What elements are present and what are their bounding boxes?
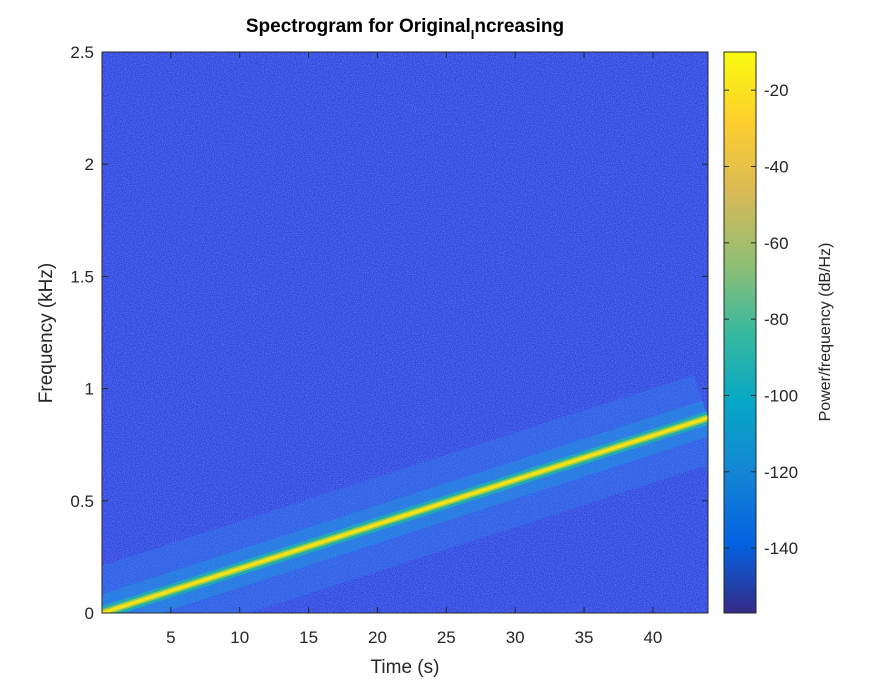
x-tick-label: 35: [575, 628, 594, 647]
colorbar-tick-label: -40: [764, 157, 789, 176]
x-tick-label: 5: [166, 628, 175, 647]
y-tick-label: 1: [85, 380, 94, 399]
x-tick-label: 15: [299, 628, 318, 647]
x-tick-label: 40: [643, 628, 662, 647]
plot-frame: [101, 51, 709, 614]
chart-title: Spectrogram for OriginalIncreasing: [246, 16, 564, 42]
chirp-ridge: [102, 374, 708, 613]
colorbar-tick-label: -140: [764, 539, 798, 558]
y-tick-label: 2.5: [70, 43, 94, 62]
y-axis-ticks: 0 0.5 1 1.5 2 2.5: [70, 43, 708, 623]
colorbar-tick-label: -100: [764, 386, 798, 405]
colorbar: -20 -40 -60 -80 -100 -120 -140 Power/frequency…: [723, 51, 834, 614]
chirp-core: [102, 416, 708, 613]
x-tick-label: 20: [368, 628, 387, 647]
x-tick-label: 10: [230, 628, 249, 647]
chart-title-subscript: I: [471, 27, 475, 42]
chart-title-suffix: ncreasing: [474, 16, 564, 37]
y-tick-label: 1.5: [70, 267, 94, 286]
x-axis-ticks: 5 10 15 20 25 30 35 40: [166, 52, 662, 647]
y-tick-label: 0.5: [70, 492, 94, 511]
y-tick-label: 2: [85, 155, 94, 174]
colorbar-tick-label: -80: [764, 310, 789, 329]
chart-title-main: Spectrogram for Original: [246, 16, 471, 37]
colorbar-label: Power/frequency (dB/Hz): [817, 243, 834, 422]
y-tick-label: 0: [85, 604, 94, 623]
y-axis-label: Frequency (kHz): [36, 263, 57, 403]
colorbar-ticks: -20 -40 -60 -80 -100 -120 -140: [724, 81, 798, 558]
colorbar-tick-label: -60: [764, 234, 789, 253]
colorbar-tick-label: -120: [764, 463, 798, 482]
colorbar-tick-label: -20: [764, 81, 789, 100]
x-tick-label: 30: [506, 628, 525, 647]
x-axis-label: Time (s): [371, 657, 440, 678]
x-tick-label: 25: [437, 628, 456, 647]
spectrogram-plot-area: [102, 52, 708, 613]
colorbar-gradient: [723, 51, 757, 614]
